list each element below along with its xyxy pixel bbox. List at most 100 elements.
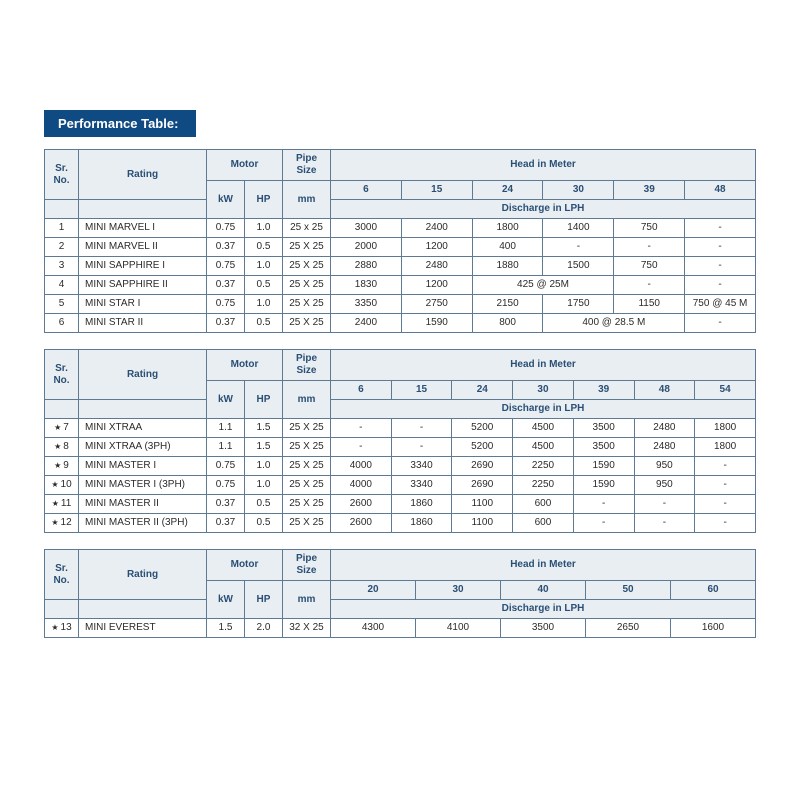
cell-value: 750 — [614, 219, 685, 238]
col-kw: kW — [207, 181, 245, 219]
col-head: Head in Meter — [331, 350, 756, 381]
cell-value: 1880 — [472, 257, 543, 276]
cell-value: - — [685, 257, 756, 276]
cell-rating: MINI MASTER I (3PH) — [79, 476, 207, 495]
cell-pipe: 25 X 25 — [283, 276, 331, 295]
col-pipe2: mm — [283, 181, 331, 219]
cell-value: - — [685, 276, 756, 295]
head-60: 60 — [671, 581, 756, 600]
cell-value: 3500 — [501, 619, 586, 638]
cell-value: 2600 — [331, 514, 392, 533]
cell-pipe: 32 X 25 — [283, 619, 331, 638]
col-motor: Motor — [207, 150, 283, 181]
cell-value: - — [391, 438, 452, 457]
cell-kw: 0.37 — [207, 238, 245, 257]
cell-value: 800 — [472, 314, 543, 333]
cell-value: 1200 — [401, 238, 472, 257]
cell-sr: 10 — [45, 476, 79, 495]
cell-value: 2480 — [401, 257, 472, 276]
cell-value: - — [391, 419, 452, 438]
cell-value: - — [573, 495, 634, 514]
cell-hp: 0.5 — [245, 276, 283, 295]
cell-value: 2400 — [401, 219, 472, 238]
cell-pipe: 25 X 25 — [283, 314, 331, 333]
cell-rating: MINI STAR I — [79, 295, 207, 314]
cell-kw: 0.37 — [207, 514, 245, 533]
col-discharge: Discharge in LPH — [331, 600, 756, 619]
cell-value: 1400 — [543, 219, 614, 238]
table-row: 11MINI MASTER II0.370.525 X 252600186011… — [45, 495, 756, 514]
cell-pipe: 25 X 25 — [283, 438, 331, 457]
cell-value: 750 @ 45 M — [685, 295, 756, 314]
cell-value: 425 @ 25M — [472, 276, 614, 295]
head-54: 54 — [695, 381, 756, 400]
cell-hp: 1.0 — [245, 457, 283, 476]
page-title: Performance Table: — [44, 110, 196, 137]
cell-hp: 1.0 — [245, 476, 283, 495]
cell-pipe: 25 X 25 — [283, 457, 331, 476]
head-39: 39 — [573, 381, 634, 400]
cell-rating: MINI MASTER II — [79, 495, 207, 514]
cell-value: 1590 — [573, 476, 634, 495]
cell-value: 1800 — [695, 438, 756, 457]
cell-value: 950 — [634, 457, 695, 476]
cell-value: 400 — [472, 238, 543, 257]
cell-value: 2480 — [634, 438, 695, 457]
cell-value: 2750 — [401, 295, 472, 314]
performance-table-1: Sr. No. Rating Motor Pipe Size Head in M… — [44, 149, 756, 333]
cell-value: 1860 — [391, 495, 452, 514]
cell-value: 600 — [513, 514, 574, 533]
cell-value: 2250 — [513, 457, 574, 476]
cell-value: 1800 — [472, 219, 543, 238]
table-row: 6MINI STAR II0.370.525 X 252400159080040… — [45, 314, 756, 333]
cell-sr: 12 — [45, 514, 79, 533]
col-hp: HP — [245, 181, 283, 219]
cell-value: 3500 — [573, 438, 634, 457]
cell-value: 4100 — [416, 619, 501, 638]
col-rating: Rating — [79, 350, 207, 400]
table-row: 10MINI MASTER I (3PH)0.751.025 X 2540003… — [45, 476, 756, 495]
cell-value: - — [685, 314, 756, 333]
cell-sr: 11 — [45, 495, 79, 514]
col-sr: Sr. No. — [45, 150, 79, 200]
cell-value: 2690 — [452, 457, 513, 476]
col-sr: Sr. No. — [45, 550, 79, 600]
cell-sr: 4 — [45, 276, 79, 295]
table-row: 3MINI SAPPHIRE I0.751.025 X 252880248018… — [45, 257, 756, 276]
cell-rating: MINI MASTER II (3PH) — [79, 514, 207, 533]
cell-value: 3000 — [331, 219, 402, 238]
cell-value: 1200 — [401, 276, 472, 295]
cell-sr: 8 — [45, 438, 79, 457]
cell-kw: 0.75 — [207, 295, 245, 314]
head-30: 30 — [543, 181, 614, 200]
cell-value: 1590 — [573, 457, 634, 476]
cell-value: 750 — [614, 257, 685, 276]
cell-value: - — [573, 514, 634, 533]
performance-table-3: Sr. No. Rating Motor Pipe Size Head in M… — [44, 549, 756, 638]
head-39: 39 — [614, 181, 685, 200]
table-row: 4MINI SAPPHIRE II0.370.525 X 25183012004… — [45, 276, 756, 295]
cell-value: 3340 — [391, 476, 452, 495]
col-head: Head in Meter — [331, 150, 756, 181]
head-15: 15 — [401, 181, 472, 200]
cell-value: 4000 — [331, 476, 392, 495]
head-20: 20 — [331, 581, 416, 600]
col-kw: kW — [207, 581, 245, 619]
cell-sr: 13 — [45, 619, 79, 638]
cell-value: 5200 — [452, 438, 513, 457]
cell-value: 1100 — [452, 495, 513, 514]
cell-value: 1500 — [543, 257, 614, 276]
cell-sr: 9 — [45, 457, 79, 476]
cell-value: - — [331, 438, 392, 457]
col-discharge: Discharge in LPH — [331, 200, 756, 219]
cell-pipe: 25 X 25 — [283, 514, 331, 533]
cell-value: - — [634, 514, 695, 533]
cell-value: - — [695, 495, 756, 514]
col-discharge: Discharge in LPH — [331, 400, 756, 419]
cell-value: - — [614, 276, 685, 295]
cell-value: 5200 — [452, 419, 513, 438]
cell-kw: 0.37 — [207, 314, 245, 333]
cell-value: 3500 — [573, 419, 634, 438]
table-row: 9MINI MASTER I0.751.025 X 25400033402690… — [45, 457, 756, 476]
cell-kw: 0.75 — [207, 219, 245, 238]
